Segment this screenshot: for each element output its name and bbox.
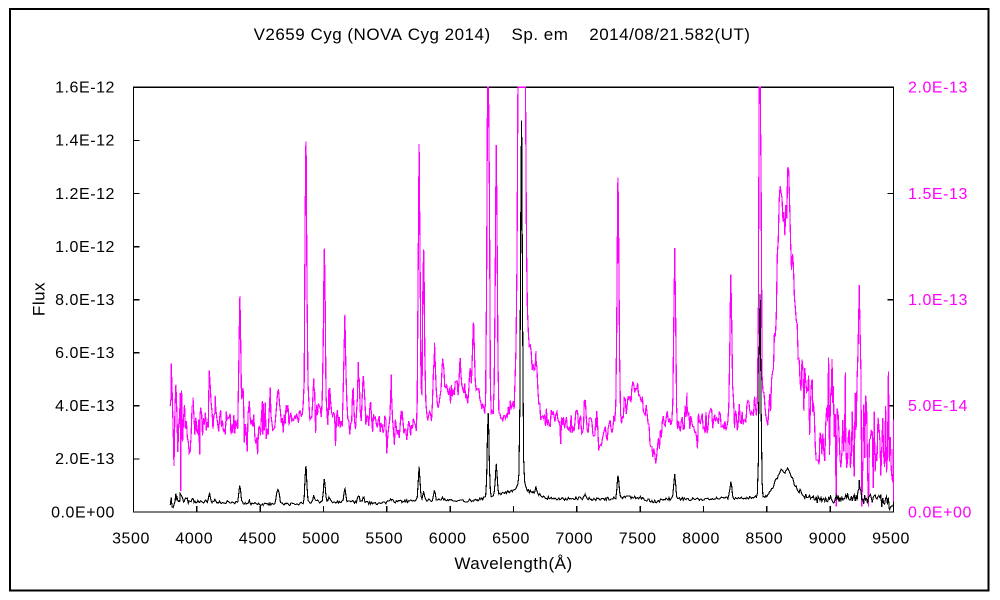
svg-text:4.0E-13: 4.0E-13 [55, 398, 115, 415]
svg-text:8.0E-13: 8.0E-13 [55, 292, 115, 309]
svg-text:9500: 9500 [872, 531, 910, 548]
svg-text:2.0E-13: 2.0E-13 [55, 451, 115, 468]
svg-text:7000: 7000 [555, 531, 593, 548]
svg-text:1.2E-12: 1.2E-12 [55, 186, 115, 203]
svg-text:1.5E-13: 1.5E-13 [908, 186, 968, 203]
svg-text:3500: 3500 [112, 531, 150, 548]
svg-text:4500: 4500 [239, 531, 277, 548]
svg-text:5.0E-14: 5.0E-14 [908, 398, 968, 415]
svg-text:6000: 6000 [429, 531, 467, 548]
svg-text:0.0E+00: 0.0E+00 [908, 504, 972, 521]
svg-text:1.4E-12: 1.4E-12 [55, 133, 115, 150]
svg-text:1.0E-13: 1.0E-13 [908, 292, 968, 309]
svg-text:4000: 4000 [175, 531, 213, 548]
svg-text:1.6E-12: 1.6E-12 [55, 80, 115, 97]
svg-text:6500: 6500 [492, 531, 530, 548]
svg-text:0.0E+00: 0.0E+00 [51, 504, 115, 521]
svg-text:5500: 5500 [365, 531, 403, 548]
svg-text:Flux: Flux [30, 282, 49, 316]
svg-text:2.0E-13: 2.0E-13 [908, 80, 968, 97]
svg-text:Wavelength(Å): Wavelength(Å) [454, 554, 572, 573]
svg-text:9000: 9000 [809, 531, 847, 548]
svg-text:5000: 5000 [302, 531, 340, 548]
svg-text:6.0E-13: 6.0E-13 [55, 345, 115, 362]
svg-text:V2659 Cyg (NOVA Cyg 2014) S: V2659 Cyg (NOVA Cyg 2014) Sp. em 2014/08… [254, 25, 751, 44]
svg-text:1.0E-12: 1.0E-12 [55, 239, 115, 256]
svg-text:8000: 8000 [682, 531, 720, 548]
svg-text:7500: 7500 [619, 531, 657, 548]
svg-text:8500: 8500 [745, 531, 783, 548]
